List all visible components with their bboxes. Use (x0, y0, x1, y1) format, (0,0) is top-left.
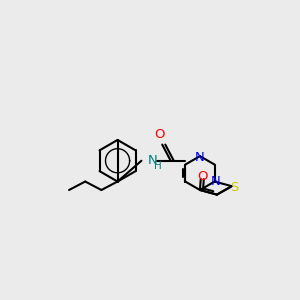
Text: O: O (154, 128, 164, 141)
Text: N: N (147, 154, 157, 167)
Text: O: O (197, 169, 208, 183)
Text: N: N (211, 175, 220, 188)
Text: S: S (230, 181, 238, 194)
Text: N: N (195, 151, 205, 164)
Text: H: H (154, 161, 161, 171)
